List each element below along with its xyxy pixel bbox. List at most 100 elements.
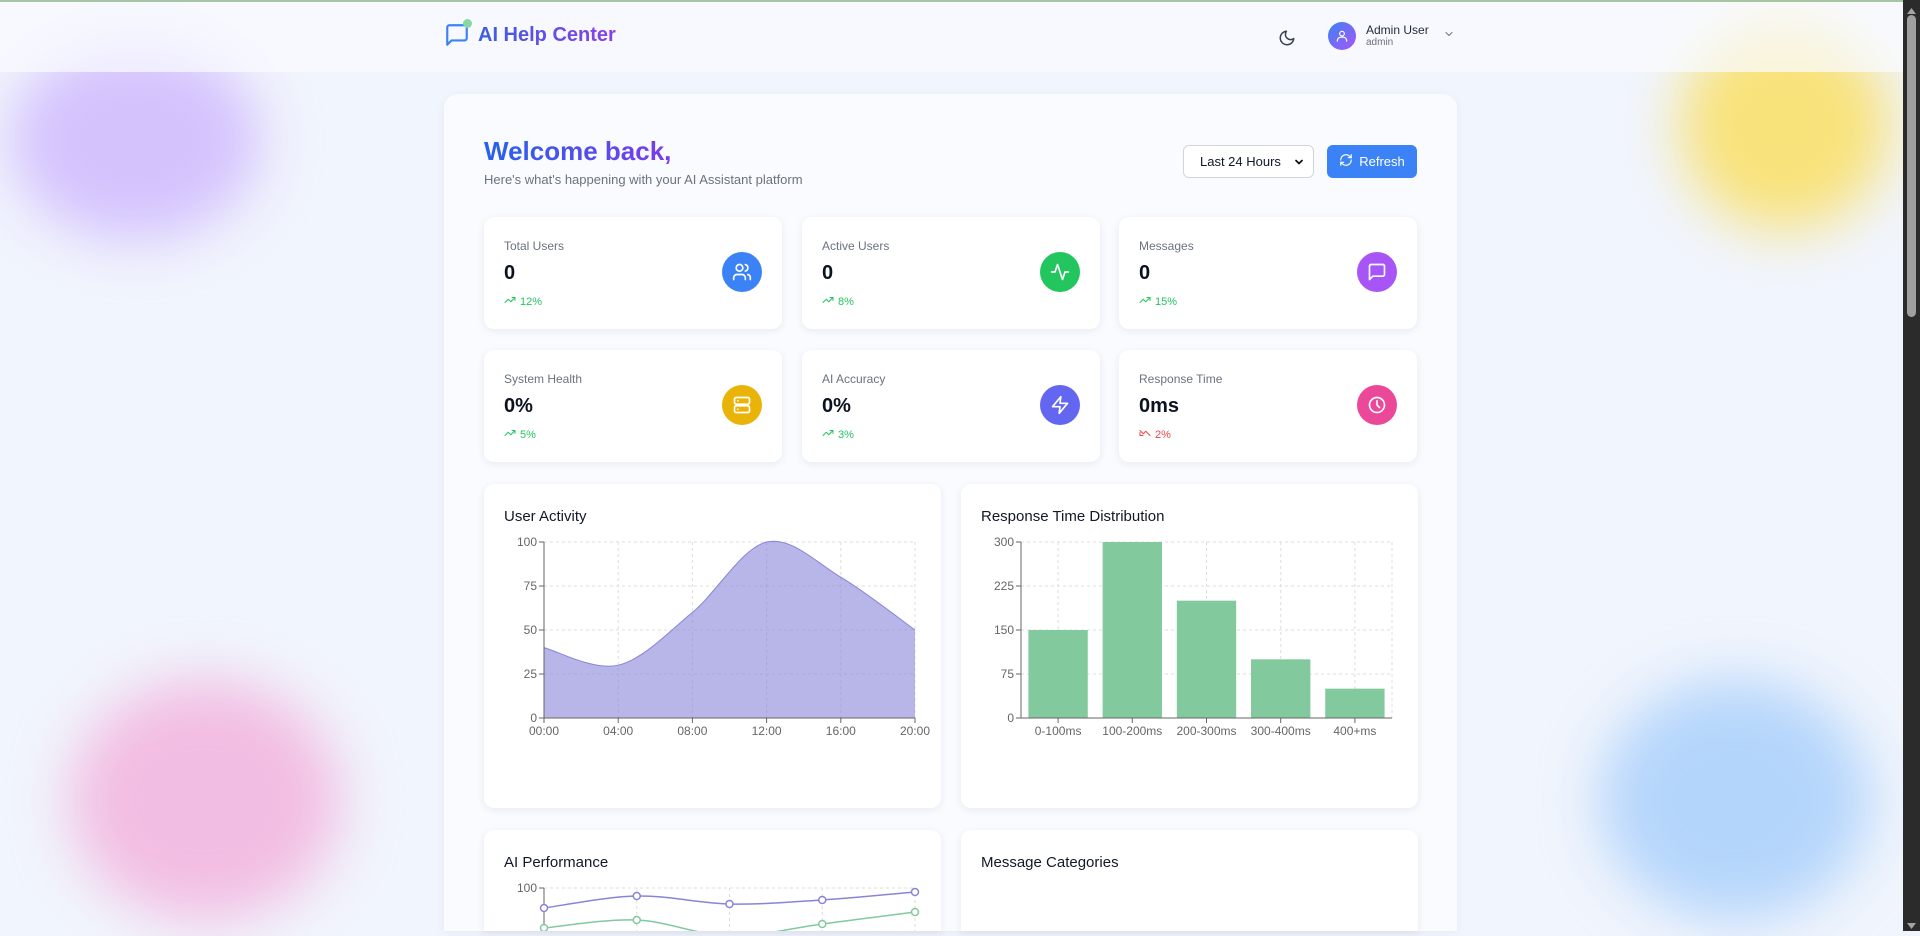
trending-up-icon [822,427,834,442]
app-title: AI Help Center [478,23,616,46]
stat-value: 0 [1139,262,1151,284]
y-tick-label: 75 [1001,667,1015,681]
area-line [543,540,916,667]
stat-value: 0% [822,395,851,417]
card-title: Response Time Distribution [981,508,1165,525]
series-point [818,919,827,929]
trending-up-icon [504,427,516,442]
stat-change-value: 3% [838,428,854,441]
y-tick-label: 100 [517,535,537,549]
ai-performance-chart: 100 [517,881,920,931]
user-menu[interactable]: Admin User admin [1328,22,1455,50]
stat-change: 3% [822,427,854,442]
x-tick-label: 08:00 [677,724,707,738]
x-tick-label: 300-400ms [1251,724,1311,738]
user-activity-chart: 0 25 50 75 100 00:00 04:00 08:00 12:00 16:00 20:00 [517,535,930,738]
refresh-button[interactable]: Refresh [1327,145,1417,178]
scroll-down-arrow-icon[interactable] [1906,918,1917,929]
stat-change-value: 12% [520,295,543,308]
trending-up-icon [504,294,516,309]
x-tick-label: 12:00 [752,724,782,738]
y-tick-label: 150 [994,623,1014,637]
stat-value: 0% [504,395,533,417]
stat-label: System Health [504,372,583,386]
stat-card-ai-accuracy: AI Accuracy 0% 3% [802,350,1100,462]
users-icon [722,252,762,292]
stat-change: 8% [822,294,854,309]
y-tick-label: 50 [524,623,538,637]
stat-label: Active Users [822,239,890,253]
x-tick-label: 16:00 [826,724,856,738]
series-point [725,899,734,909]
stat-change-value: 2% [1155,428,1171,441]
refresh-label: Refresh [1359,154,1405,169]
zap-icon [1040,385,1080,425]
bar [1102,542,1162,718]
trending-down-icon [1139,427,1151,442]
y-tick-label: 300 [994,535,1014,549]
series-point [632,915,641,925]
bar [1251,659,1311,718]
clock-icon [1357,385,1397,425]
response-time-card: Response Time Distribution 0 75 150 225 300 0… [961,484,1418,808]
background-blob-pink [70,680,340,920]
scrollbar-thumb[interactable] [1907,15,1916,317]
page-subtitle: Here's what's happening with your AI Ass… [484,172,803,187]
stat-change: 2% [1139,427,1171,442]
window-top-border [0,0,1903,2]
x-tick-label: 100-200ms [1102,724,1162,738]
scroll-up-arrow-icon[interactable] [1906,3,1917,14]
stat-card-system-health: System Health 0% 5% [484,350,782,462]
stat-change-value: 8% [838,295,854,308]
bar [1028,630,1088,718]
x-tick-label: 200-300ms [1176,724,1236,738]
brand[interactable]: AI Help Center [444,19,616,48]
avatar [1328,22,1356,50]
x-tick-label: 20:00 [900,724,930,738]
page-title: Welcome back, [484,136,672,166]
x-tick-label: 0-100ms [1035,724,1082,738]
series-point [910,887,920,897]
activity-icon [1040,252,1080,292]
vertical-scrollbar[interactable] [1903,0,1920,931]
ai-performance-card: AI Performance 100 [484,830,941,931]
stat-label: Response Time [1139,372,1223,386]
trending-up-icon [1139,294,1151,309]
y-tick-label: 25 [524,667,538,681]
stat-label: AI Accuracy [822,372,886,386]
series-point [539,903,549,913]
trending-up-icon [822,294,834,309]
y-tick-label: 100 [517,881,537,895]
user-name: Admin User [1366,23,1429,37]
user-icon [1336,30,1348,42]
bar [1325,688,1385,718]
stat-card-active-users: Active Users 0 8% [802,217,1100,329]
background-blob-purple [10,40,260,240]
time-range-value: Last 24 Hours [1200,154,1281,169]
dashboard-panel: Welcome back, Here's what's happening wi… [444,94,1457,931]
card-title: AI Performance [504,854,609,871]
stat-label: Messages [1139,239,1194,253]
moon-icon[interactable] [1278,29,1296,47]
stat-value: 0 [504,262,516,284]
card-title: Message Categories [981,854,1119,871]
x-tick-label: 00:00 [529,724,559,738]
online-dot [463,19,472,28]
y-tick-label: 75 [524,579,538,593]
series-point [632,891,641,901]
series-point [818,895,827,905]
response-time-chart: 0 75 150 225 300 0-100ms 100-200ms 200-300ms 300… [994,535,1393,738]
top-header: AI Help Center Admin User admin [0,2,1903,72]
area-fill [544,541,915,718]
stat-change: 12% [504,294,542,309]
stat-value: 0ms [1139,395,1180,417]
x-tick-label: 400+ms [1333,724,1376,738]
stat-label: Total Users [504,239,565,253]
message-square-icon [1357,252,1397,292]
series-point [539,923,549,931]
chevron-down-icon [1443,27,1455,45]
stat-change-value: 15% [1155,295,1178,308]
stat-card-messages: Messages 0 15% [1119,217,1417,329]
time-range-select[interactable]: Last 24 Hours [1183,145,1314,178]
stat-card-response-time: Response Time 0ms 2% [1119,350,1417,462]
